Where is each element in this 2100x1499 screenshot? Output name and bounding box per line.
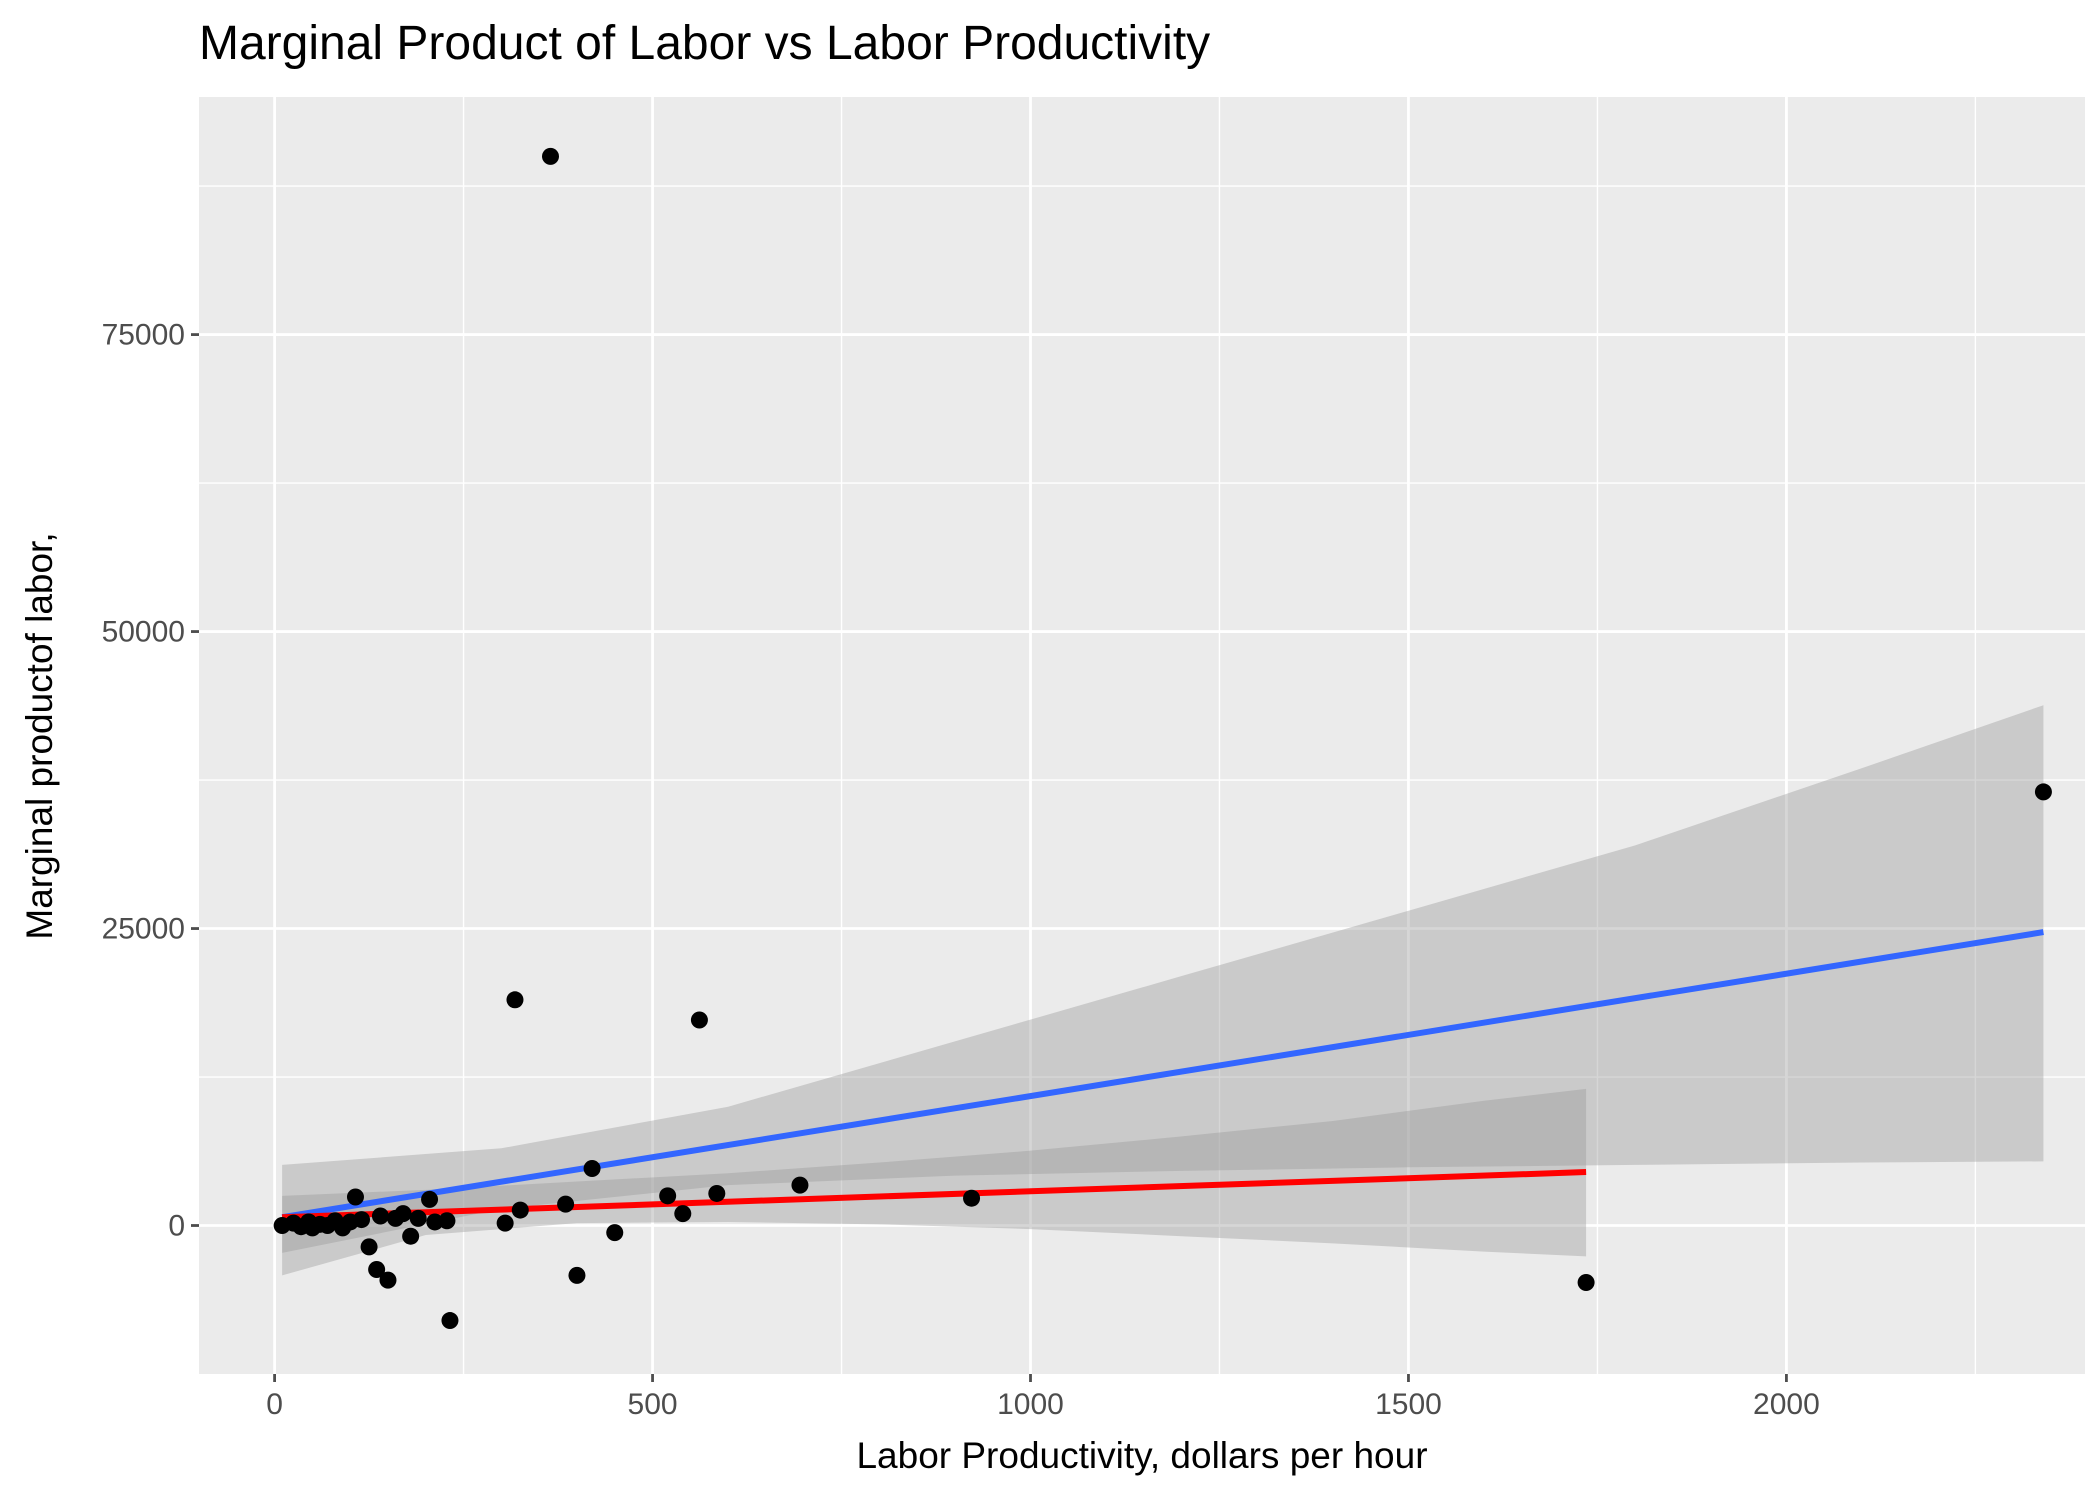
- y-axis: 0 25000 50000 75000: [102, 319, 199, 1243]
- plot-panel: [199, 97, 2085, 1374]
- x-tick-label: 0: [266, 1388, 283, 1421]
- grid-major: [199, 97, 2085, 1374]
- data-point: [506, 991, 524, 1009]
- confidence-bands: [282, 705, 2044, 1276]
- data-point: [568, 1266, 586, 1284]
- x-tick-label: 500: [628, 1388, 678, 1421]
- data-point: [346, 1188, 364, 1206]
- y-tick-label: 75000: [102, 319, 185, 352]
- y-tick-label: 25000: [102, 913, 185, 946]
- data-point: [409, 1209, 427, 1227]
- data-point: [791, 1176, 809, 1194]
- data-point: [371, 1207, 389, 1225]
- data-points: [273, 147, 2052, 1330]
- x-axis: 0 500 1000 1500 2000: [266, 1374, 1820, 1421]
- data-point: [394, 1205, 412, 1223]
- data-point: [690, 1011, 708, 1029]
- data-point: [708, 1184, 726, 1202]
- data-point: [2034, 783, 2052, 801]
- data-point: [421, 1190, 439, 1208]
- data-point: [379, 1271, 397, 1289]
- chart-title: Marginal Product of Labor vs Labor Produ…: [199, 17, 1210, 70]
- data-point: [541, 147, 559, 165]
- data-point: [368, 1260, 386, 1278]
- x-tick-label: 1000: [997, 1388, 1064, 1421]
- y-axis-title: Marginal productof labor,: [19, 532, 60, 939]
- data-point: [353, 1211, 371, 1229]
- grid-minor: [199, 97, 2085, 1374]
- y-tick-label: 0: [168, 1210, 185, 1243]
- data-point: [583, 1159, 601, 1177]
- fit-lines: [281, 929, 2044, 1221]
- confidence-band-blue: [282, 705, 2044, 1253]
- data-point: [1577, 1274, 1595, 1292]
- data-point: [606, 1224, 624, 1242]
- data-point: [511, 1201, 529, 1219]
- y-tick-label: 50000: [102, 616, 185, 649]
- x-tick-label: 1500: [1375, 1388, 1442, 1421]
- data-point: [496, 1214, 514, 1232]
- data-point: [441, 1312, 459, 1330]
- data-point: [674, 1205, 692, 1223]
- data-point: [360, 1238, 378, 1256]
- data-point: [402, 1227, 420, 1245]
- confidence-band-red: [282, 1088, 1587, 1276]
- data-point: [557, 1195, 575, 1213]
- data-point: [963, 1189, 981, 1207]
- data-point: [438, 1212, 456, 1230]
- fit-line-blue: [281, 929, 2044, 1221]
- fit-line-red: [282, 1169, 1587, 1221]
- x-tick-label: 2000: [1753, 1388, 1820, 1421]
- x-axis-title: Labor Productivity, dollars per hour: [856, 1435, 1427, 1476]
- data-point: [659, 1187, 677, 1205]
